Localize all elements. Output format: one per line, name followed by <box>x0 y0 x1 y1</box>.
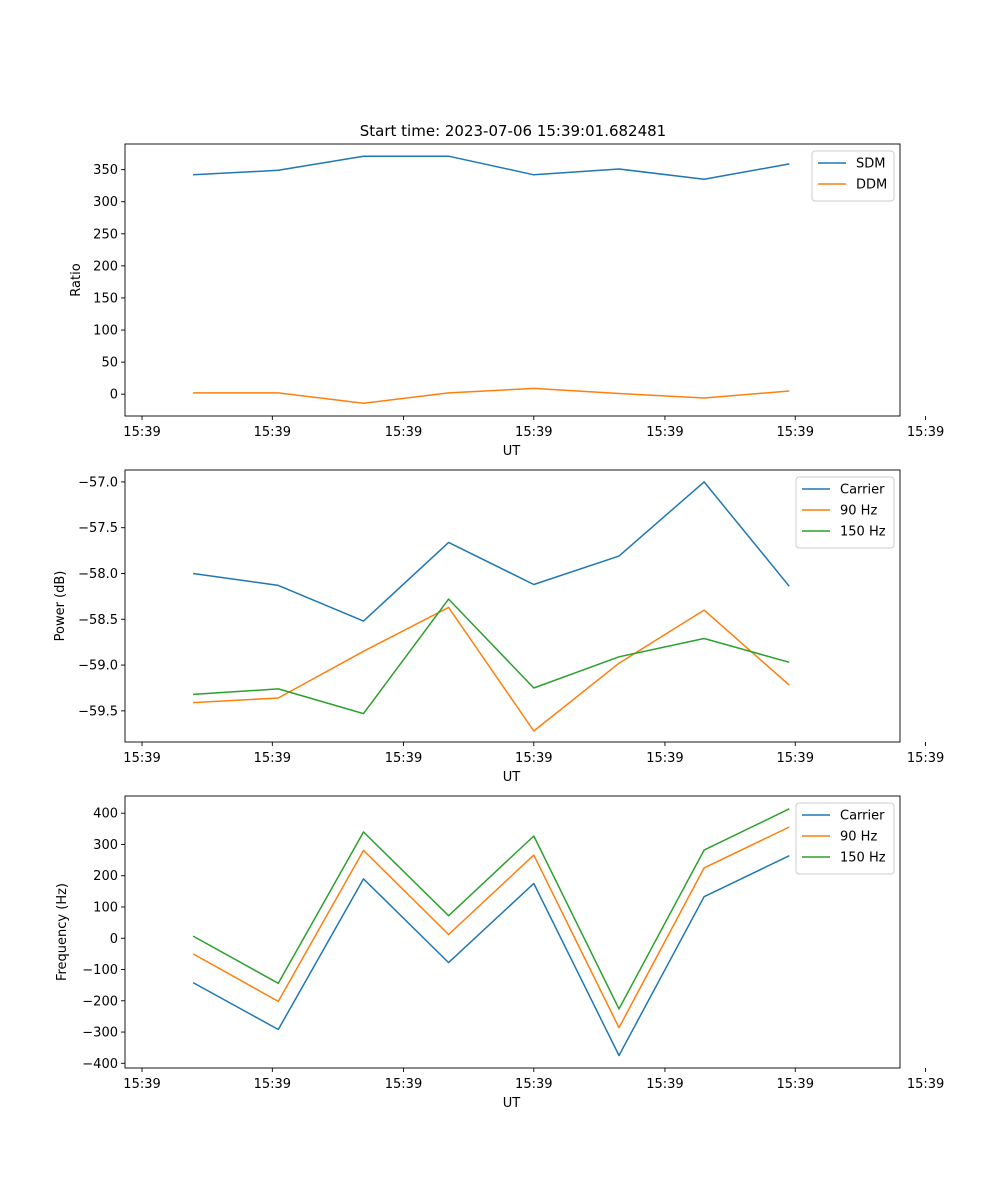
y-tick-label: −58.0 <box>78 567 118 582</box>
series-line-carrier <box>192 481 790 622</box>
legend: Carrier 90 Hz 150 Hz <box>795 476 895 549</box>
y-tick-label: 200 <box>93 259 118 274</box>
y-tick-label: 0 <box>110 932 118 947</box>
x-tick-label: 15:39 <box>907 425 944 440</box>
y-tick-label: 100 <box>93 324 118 339</box>
y-tick-label: −59.5 <box>78 704 118 719</box>
series-line-150-hz <box>192 808 790 1010</box>
y-tick-label: 250 <box>93 227 118 242</box>
axes-frame <box>124 143 901 417</box>
x-tick-label: 15:39 <box>254 1077 291 1092</box>
legend-entry: 150 Hz <box>840 525 886 540</box>
y-tick-label: −57.5 <box>78 521 118 536</box>
x-tick-label: 15:39 <box>907 1077 944 1092</box>
panel-1: 15:39 15:39 15:39 15:39 15:39 15:39 15:39 0 50 10… <box>69 143 944 459</box>
x-tick-label: 15:39 <box>646 425 683 440</box>
series-line-90-hz <box>192 826 790 1029</box>
series-line-150-hz <box>193 598 790 715</box>
series-line-carrier <box>192 855 790 1057</box>
x-tick-label: 15:39 <box>385 425 422 440</box>
x-tick-label: 15:39 <box>254 751 291 766</box>
x-tick-label: 15:39 <box>777 425 814 440</box>
y-tick-label: −400 <box>82 1057 118 1072</box>
y-axis-label: Power (dB) <box>53 571 68 642</box>
y-tick-label: 150 <box>93 291 118 306</box>
series-line-90-hz <box>193 606 790 732</box>
y-tick-label: 300 <box>93 838 118 853</box>
y-axis-label: Frequency (Hz) <box>55 883 70 981</box>
y-tick-label: −57.0 <box>78 475 118 490</box>
y-tick-label: 350 <box>93 163 118 178</box>
x-tick-label: 15:39 <box>515 425 552 440</box>
series-line-sdm <box>193 155 790 181</box>
y-tick-label: 0 <box>110 388 118 403</box>
y-tick-label: −100 <box>82 963 118 978</box>
legend-entry: 150 Hz <box>840 851 886 866</box>
x-tick-label: 15:39 <box>123 751 160 766</box>
x-tick-label: 15:39 <box>646 1077 683 1092</box>
y-tick-label: −58.5 <box>78 613 118 628</box>
chart-title: Start time: 2023-07-06 15:39:01.682481 <box>360 122 666 140</box>
x-tick-label: 15:39 <box>907 751 944 766</box>
y-tick-label: −300 <box>82 1026 118 1041</box>
legend-entry: SDM <box>856 157 885 172</box>
x-tick-label: 15:39 <box>254 425 291 440</box>
x-tick-label: 15:39 <box>515 1077 552 1092</box>
panels: 15:39 15:39 15:39 15:39 15:39 15:39 15:39 0 50 10… <box>53 143 944 1111</box>
x-tick-label: 15:39 <box>385 1077 422 1092</box>
x-axis-label: UT <box>503 770 521 785</box>
legend-entry: Carrier <box>840 483 885 498</box>
legend-entry: 90 Hz <box>840 504 877 519</box>
x-tick-label: 15:39 <box>646 751 683 766</box>
x-tick-label: 15:39 <box>123 425 160 440</box>
legend-entry: 90 Hz <box>840 830 877 845</box>
series-line-ddm <box>193 387 790 404</box>
legend-entry: DDM <box>856 178 887 193</box>
y-tick-label: 200 <box>93 869 118 884</box>
y-tick-label: 300 <box>93 195 118 210</box>
axes-frame <box>124 795 901 1069</box>
panel-2: 15:39 15:39 15:39 15:39 15:39 15:39 15:39 −59.5… <box>53 469 944 785</box>
panel-3: 15:39 15:39 15:39 15:39 15:39 15:39 15:39 −400 −… <box>55 795 944 1111</box>
legend: SDM DDM <box>811 150 895 202</box>
y-axis-label: Ratio <box>69 263 84 296</box>
x-tick-label: 15:39 <box>123 1077 160 1092</box>
x-tick-label: 15:39 <box>777 1077 814 1092</box>
legend: Carrier 90 Hz 150 Hz <box>795 802 895 875</box>
y-tick-label: −200 <box>82 994 118 1009</box>
y-tick-label: 50 <box>101 356 118 371</box>
y-tick-label: 100 <box>93 900 118 915</box>
x-tick-label: 15:39 <box>385 751 422 766</box>
legend-entry: Carrier <box>840 809 885 824</box>
axes-frame <box>124 469 901 743</box>
y-tick-label: 400 <box>93 807 118 822</box>
x-tick-label: 15:39 <box>515 751 552 766</box>
y-tick-label: −59.0 <box>78 659 118 674</box>
x-axis-label: UT <box>503 444 521 459</box>
x-axis-label: UT <box>503 1096 521 1111</box>
x-tick-label: 15:39 <box>777 751 814 766</box>
